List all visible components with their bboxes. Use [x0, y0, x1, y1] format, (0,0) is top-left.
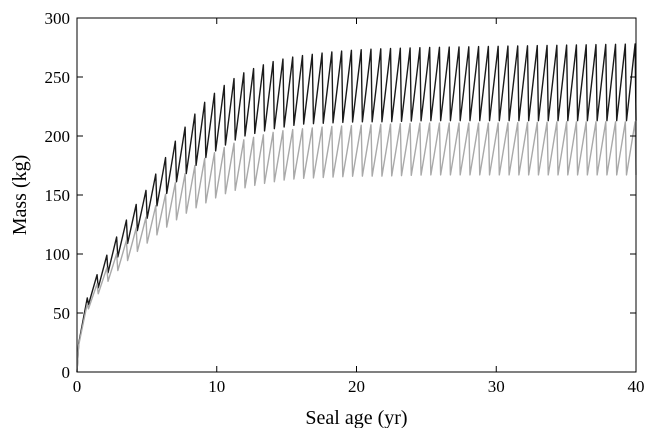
series-line-1	[76, 43, 637, 373]
series-layer	[76, 43, 637, 373]
y-axis-title: Mass (kg)	[9, 155, 31, 236]
x-tick-label: 40	[628, 377, 645, 396]
y-axis-ticks: 0 50 100 150 200 250 300	[45, 9, 636, 382]
x-axis-ticks: 0 10 20 30 40	[73, 18, 645, 396]
y-tick-label: 250	[45, 68, 71, 87]
y-tick-label: 150	[45, 186, 71, 205]
y-tick-label: 200	[45, 127, 71, 146]
y-tick-label: 300	[45, 9, 71, 28]
x-tick-label: 30	[488, 377, 505, 396]
y-tick-label: 100	[45, 245, 71, 264]
series-line-2	[76, 121, 637, 373]
x-tick-label: 20	[348, 377, 365, 396]
y-tick-label: 50	[53, 304, 70, 323]
x-tick-label: 10	[208, 377, 225, 396]
y-tick-label: 0	[62, 363, 71, 382]
x-tick-label: 0	[73, 377, 82, 396]
x-axis-title: Seal age (yr)	[305, 407, 407, 428]
